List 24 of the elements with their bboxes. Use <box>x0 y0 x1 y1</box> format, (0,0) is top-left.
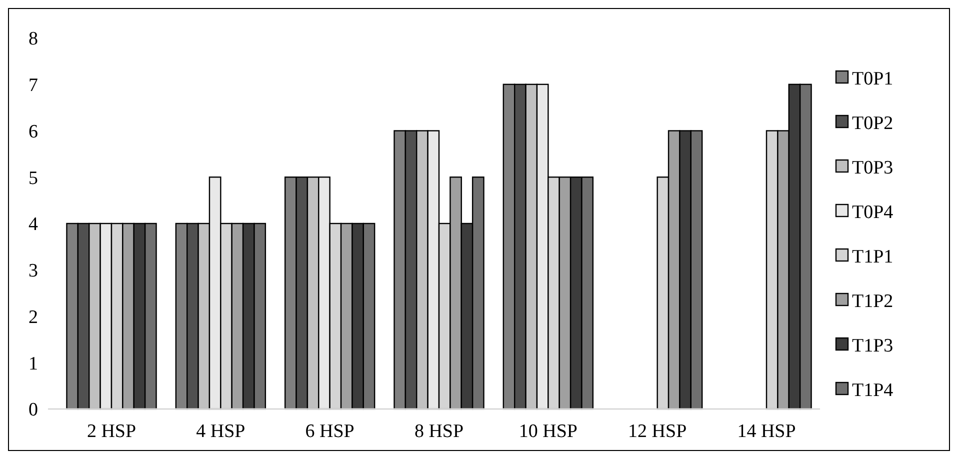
legend-label: T0P4 <box>852 202 894 224</box>
legend-label: T0P1 <box>852 68 894 90</box>
y-tick-label: 8 <box>28 28 38 50</box>
y-tick-label: 1 <box>28 353 38 374</box>
x-tick-label: 10 HSP <box>518 421 578 442</box>
legend-label: T1P4 <box>852 380 894 402</box>
y-tick-label: 6 <box>28 121 38 142</box>
legend-label: T0P3 <box>852 158 894 179</box>
x-tick-label: 8 HSP <box>414 421 464 442</box>
y-tick-label: 3 <box>28 260 38 282</box>
legend-label: T0P2 <box>852 113 894 134</box>
x-tick-label: 6 HSP <box>305 421 354 442</box>
y-tick-label: 4 <box>28 214 38 236</box>
legend-label: T1P1 <box>852 246 894 268</box>
y-tick-label: 5 <box>28 168 38 189</box>
y-tick-label: 0 <box>28 400 38 421</box>
x-tick-label: 4 HSP <box>196 421 246 442</box>
legend-label: T1P3 <box>852 336 894 357</box>
legend-label: T1P2 <box>852 291 894 312</box>
x-tick-label: 2 HSP <box>86 421 136 442</box>
y-tick-label: 2 <box>28 306 38 328</box>
x-tick-label: 12 HSP <box>628 421 687 442</box>
x-tick-label: 14 HSP <box>737 421 796 442</box>
y-tick-label: 7 <box>28 75 38 96</box>
